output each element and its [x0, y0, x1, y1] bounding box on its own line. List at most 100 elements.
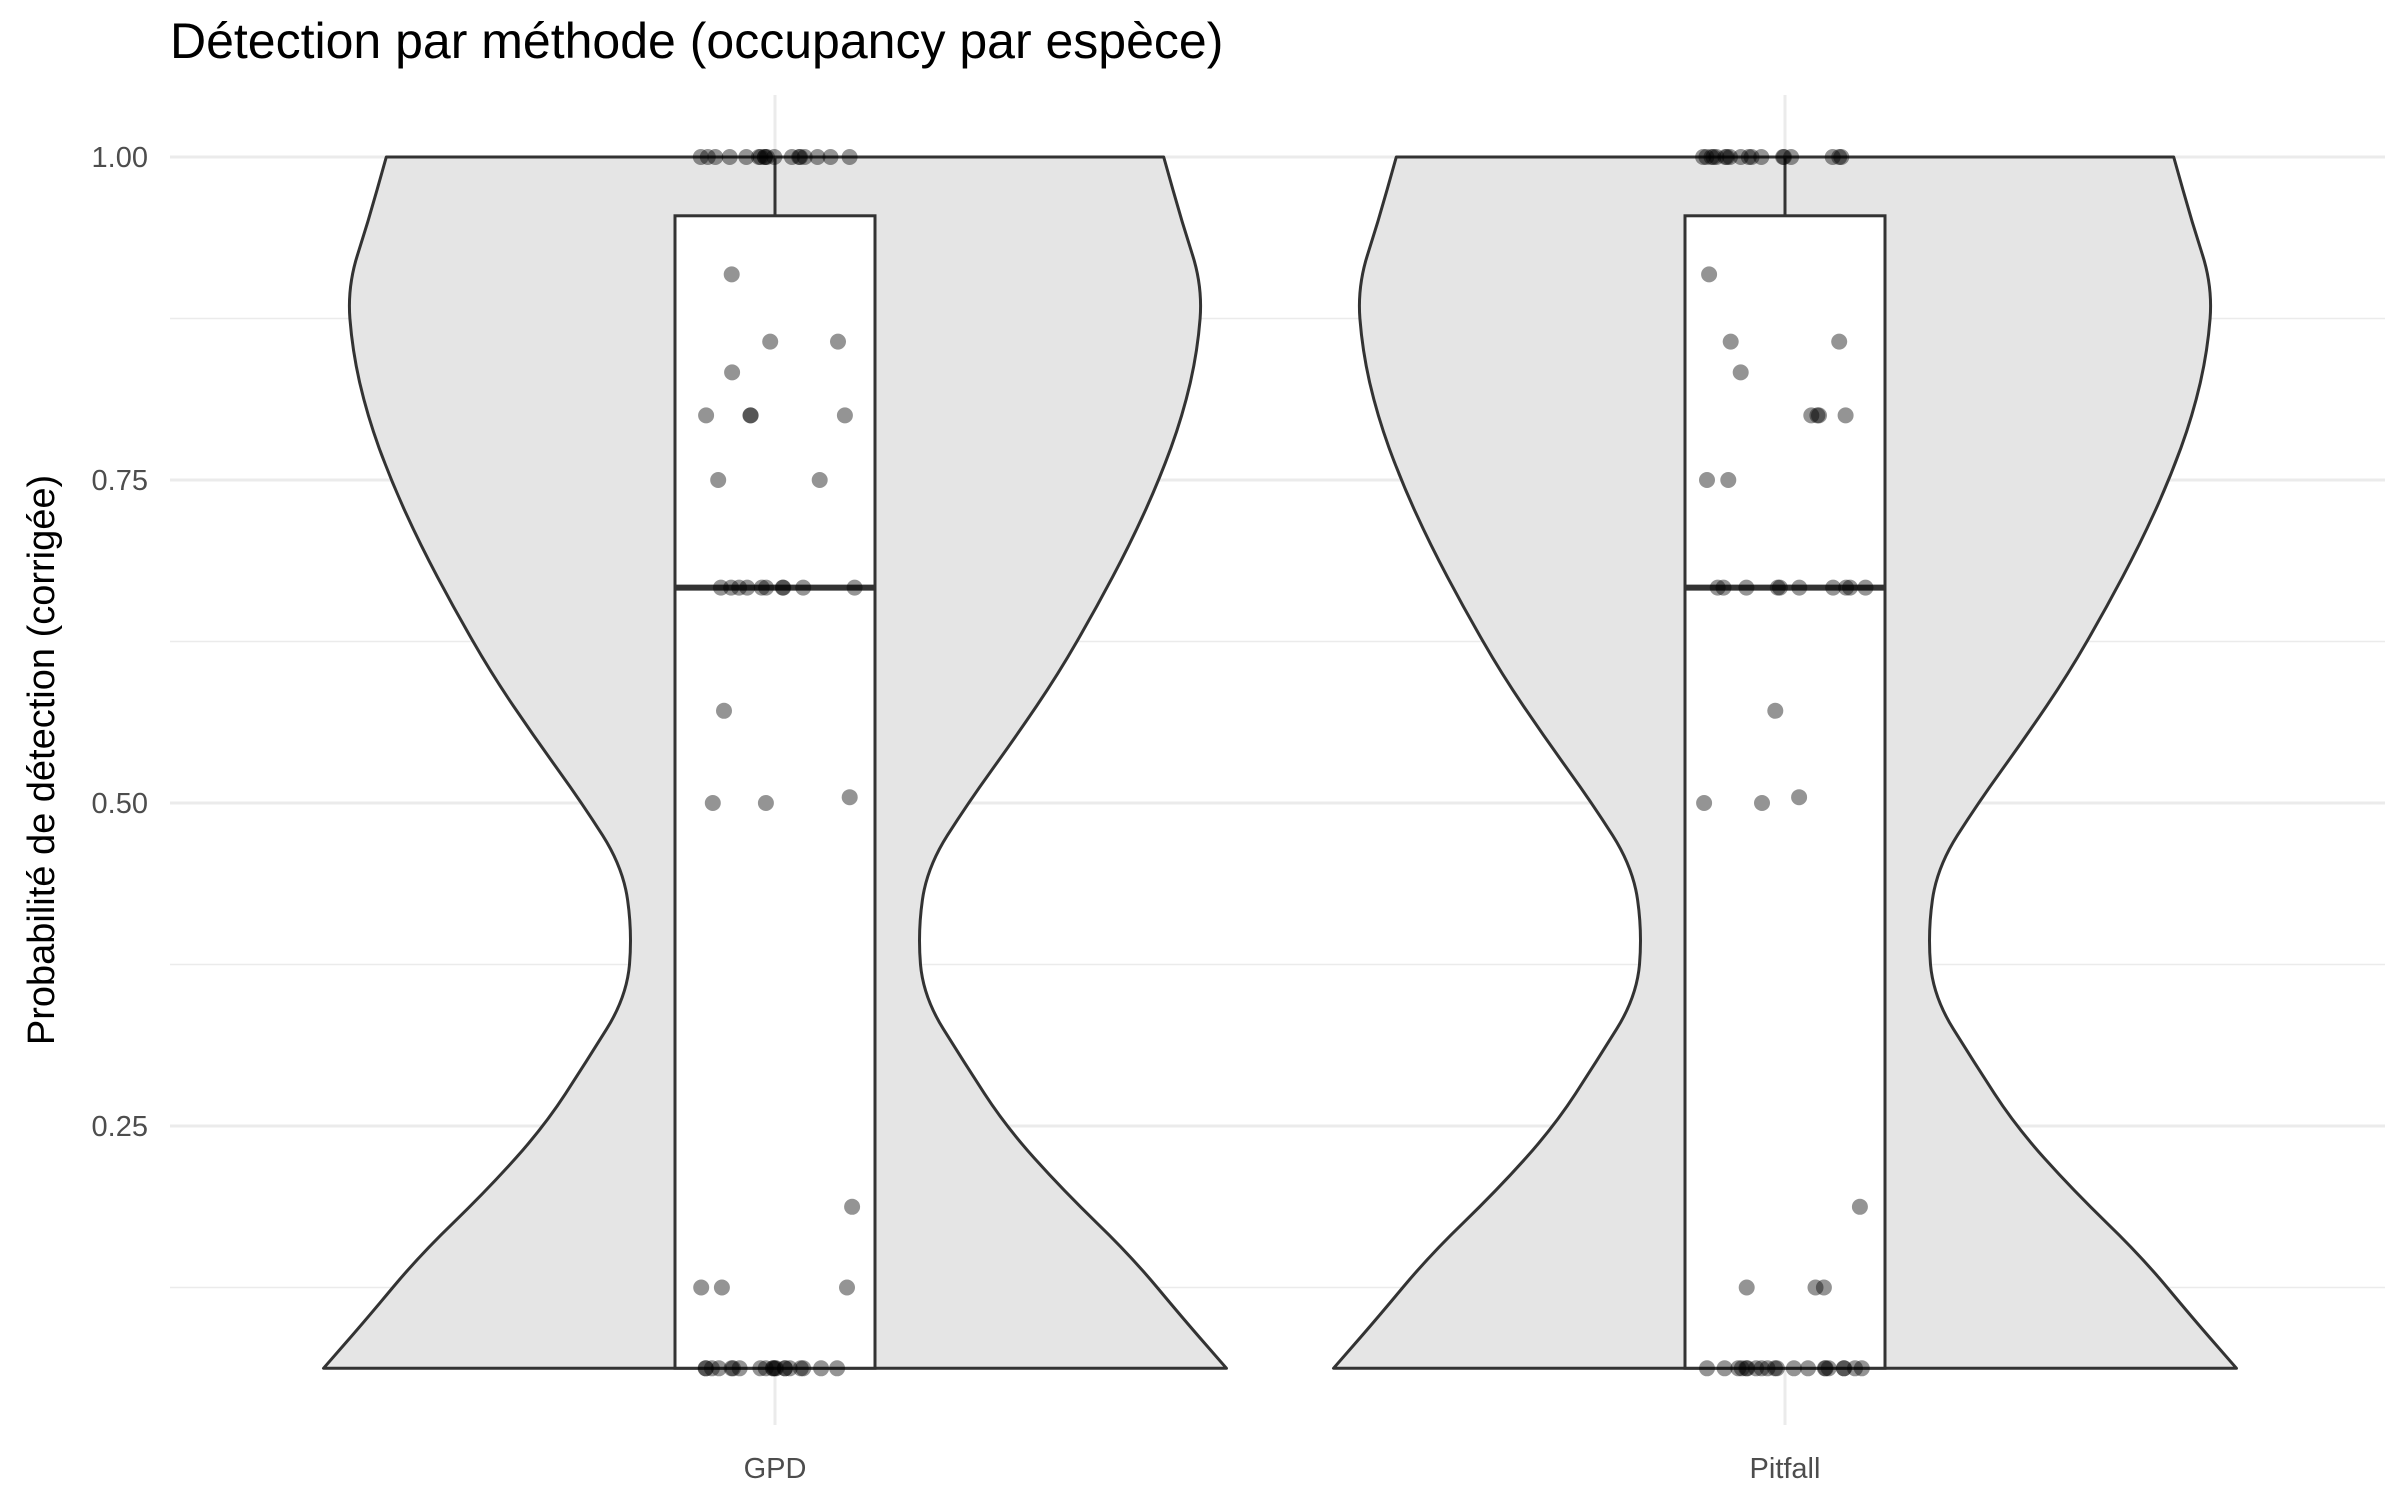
data-point	[712, 579, 729, 596]
y-tick-label: 1.00	[92, 142, 148, 174]
data-point	[723, 579, 740, 596]
data-point	[756, 149, 773, 165]
data-point	[757, 795, 774, 811]
data-point	[1815, 1279, 1832, 1296]
data-point	[1809, 407, 1826, 424]
data-point	[841, 149, 858, 165]
y-axis-title: Probabilité de détection (corrigée)	[21, 475, 63, 1045]
data-point	[829, 1360, 846, 1377]
data-point	[830, 333, 846, 350]
data-point	[1842, 579, 1858, 596]
data-point	[768, 1360, 784, 1377]
data-point	[1847, 1360, 1863, 1377]
data-point	[1816, 1360, 1833, 1377]
data-point	[1716, 1360, 1733, 1377]
data-point	[1703, 149, 1720, 165]
box-pitfall	[1683, 214, 1887, 1370]
data-point	[758, 579, 775, 596]
data-point	[1738, 1279, 1755, 1296]
data-point	[1767, 702, 1784, 719]
data-point	[716, 702, 732, 719]
data-point	[758, 149, 775, 165]
data-point	[1836, 1360, 1853, 1377]
data-point	[752, 1360, 769, 1377]
data-point	[1708, 149, 1725, 165]
axes: 0.25 0.50 0.75 1.00 GPD Pitfall	[92, 142, 1821, 1485]
data-point	[1738, 1360, 1755, 1377]
data-point	[1811, 407, 1827, 424]
data-point	[1720, 472, 1737, 488]
data-point	[796, 149, 813, 165]
data-point	[836, 407, 853, 424]
data-point	[775, 579, 792, 596]
data-point	[725, 1360, 741, 1377]
data-point	[841, 789, 858, 806]
data-point	[776, 1360, 793, 1377]
data-point	[710, 472, 727, 488]
data-point	[757, 1360, 774, 1377]
data-point	[765, 1360, 782, 1377]
data-point	[693, 1279, 710, 1296]
data-point	[783, 149, 800, 165]
data-point	[839, 1279, 855, 1296]
data-point	[731, 579, 748, 596]
data-point	[792, 149, 809, 165]
x-tick-label: Pitfall	[1750, 1453, 1821, 1485]
data-point	[703, 1360, 720, 1377]
data-point	[1768, 1360, 1785, 1377]
data-point	[1837, 407, 1854, 424]
data-point	[791, 149, 808, 165]
data-point	[1767, 1360, 1783, 1377]
data-point	[781, 1360, 798, 1377]
y-tick-label: 0.25	[92, 1111, 148, 1143]
data-point	[1715, 579, 1732, 596]
data-point	[766, 1360, 783, 1377]
data-point	[1807, 1279, 1824, 1296]
chart-title: Détection par méthode (occupancy par esp…	[170, 13, 1224, 69]
x-tick-label: GPD	[744, 1453, 807, 1485]
data-point	[1817, 1360, 1834, 1377]
data-point	[766, 149, 783, 165]
data-point	[1701, 266, 1718, 283]
data-point	[1785, 1360, 1802, 1377]
data-point	[731, 1360, 748, 1377]
data-point	[1776, 149, 1792, 165]
data-point	[723, 266, 740, 283]
data-point	[1699, 1360, 1715, 1377]
data-point	[739, 579, 756, 596]
data-point	[1718, 149, 1735, 165]
data-point	[1722, 149, 1738, 165]
data-point	[1771, 579, 1788, 596]
data-point	[723, 1360, 740, 1377]
data-point	[792, 1360, 809, 1377]
data-point	[697, 1360, 714, 1377]
data-point	[844, 1198, 861, 1215]
data-point	[1738, 579, 1755, 596]
data-point	[1695, 149, 1712, 165]
data-point	[713, 1279, 730, 1296]
data-point	[811, 472, 828, 488]
data-point	[1824, 149, 1841, 165]
data-point	[1754, 795, 1770, 811]
data-point	[692, 149, 709, 165]
data-point	[795, 579, 812, 596]
data-point	[1820, 1360, 1837, 1377]
violins	[322, 155, 2238, 1370]
data-point	[1831, 333, 1848, 350]
data-point	[1835, 1360, 1852, 1377]
data-point	[724, 364, 741, 381]
y-tick-label: 0.50	[92, 788, 148, 820]
y-tick-label: 0.75	[92, 465, 148, 497]
data-point	[1831, 149, 1848, 165]
data-point	[1732, 149, 1749, 165]
data-point	[1791, 579, 1808, 596]
data-point	[707, 149, 724, 165]
data-point	[698, 407, 715, 424]
data-point	[1722, 333, 1739, 350]
data-point	[1791, 789, 1808, 806]
data-point	[1753, 149, 1770, 165]
data-point	[1753, 1360, 1770, 1377]
data-point	[742, 407, 759, 424]
data-point	[757, 149, 773, 165]
data-point	[822, 149, 839, 165]
